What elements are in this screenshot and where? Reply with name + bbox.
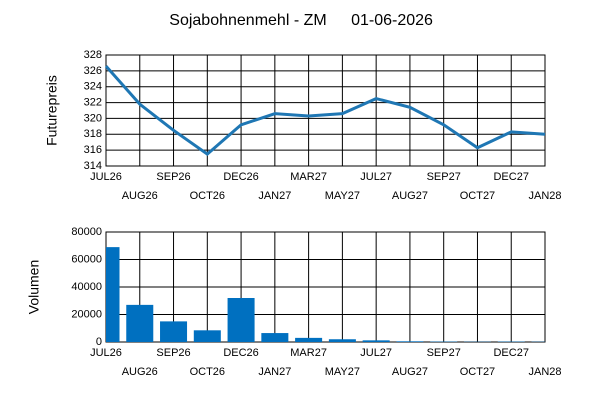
bars (106, 247, 545, 342)
x-tick-label: OCT27 (460, 366, 495, 378)
y-tick-label: 316 (84, 144, 102, 156)
x-tick-label: SEP26 (156, 171, 190, 183)
x-tick-label: JAN27 (258, 190, 291, 202)
y-tick-label: 320 (84, 112, 102, 124)
x-tick-label: DEC27 (493, 171, 528, 183)
x-tick-label: JAN27 (258, 366, 291, 378)
x-tick-label: JUL27 (360, 347, 392, 359)
x-tick-label: OCT26 (190, 190, 225, 202)
x-tick-label: OCT26 (190, 366, 225, 378)
y-tick-label: 326 (84, 65, 102, 77)
y-tick-label: 314 (84, 160, 102, 172)
bar (295, 337, 323, 342)
y-tick-label: 324 (84, 81, 102, 93)
x-tick-label: DEC27 (493, 347, 528, 359)
y-tick-label: 40000 (71, 281, 102, 293)
y-axis-label: Volumen (26, 260, 42, 314)
y-tick-label: 318 (84, 128, 102, 140)
x-tick-label: SEP27 (427, 347, 461, 359)
x-tick-label: MAR27 (290, 347, 327, 359)
x-tick-label: DEC26 (223, 171, 258, 183)
y-tick-label: 0 (96, 336, 102, 348)
x-tick-label: JUL26 (90, 347, 122, 359)
bar (261, 333, 289, 342)
y-tick-label: 20000 (71, 308, 102, 320)
y-tick-label: 80000 (71, 226, 102, 238)
chart-title: Sojabohnenmehl - ZM (169, 12, 326, 29)
x-tick-label: AUG26 (122, 190, 158, 202)
plot-area (105, 54, 546, 167)
y-axis-label: Futurepreis (44, 75, 60, 146)
bar (328, 339, 356, 342)
x-tick-label: SEP27 (427, 171, 461, 183)
y-tick-label: 328 (84, 49, 102, 61)
bar (362, 340, 390, 342)
x-tick-label: MAY27 (325, 366, 360, 378)
bar (227, 298, 255, 342)
x-tick-label: JUL26 (90, 171, 122, 183)
x-tick-label: AUG27 (392, 190, 428, 202)
y-tick-label: 322 (84, 96, 102, 108)
x-tick-label: JAN28 (528, 190, 561, 202)
chart-date: 01-06-2026 (351, 12, 433, 29)
bar (126, 304, 154, 342)
x-tick-label: JAN28 (528, 366, 561, 378)
x-tick-label: AUG26 (122, 366, 158, 378)
x-tick-label: DEC26 (223, 347, 258, 359)
bar (160, 321, 188, 342)
x-tick-label: OCT27 (460, 190, 495, 202)
y-tick-label: 60000 (71, 253, 102, 265)
x-tick-label: MAR27 (290, 171, 327, 183)
x-tick-label: JUL27 (360, 171, 392, 183)
line-series (104, 65, 546, 157)
x-tick-label: AUG27 (392, 366, 428, 378)
bar (106, 247, 120, 342)
x-tick-label: MAY27 (325, 190, 360, 202)
bar (396, 341, 424, 342)
bar (193, 330, 221, 342)
x-tick-label: SEP26 (156, 347, 190, 359)
